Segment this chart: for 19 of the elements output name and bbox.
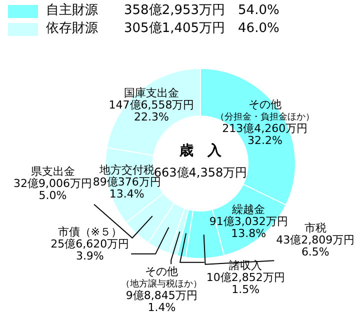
text: 依存財源 305億1,405万円 46.0% [46,20,280,38]
text: 自主財源 358億2,953万円 54.0% [46,2,280,20]
slice-label: 市税 [304,221,326,234]
slice-label: その他（地方譲与税ほか） [121,264,202,290]
data-label: 10億2,852万円 1.5% [206,270,285,296]
slice-label: 県支出金 [30,165,75,178]
slice-label: 諸収入 [229,258,262,272]
data-label: 213億4,260万円 32.2% [222,122,308,148]
slice-label: 地方交付税 [98,163,154,176]
slice-label: 市債（※５） [58,225,122,238]
data-label: 9億8,845万円 1.4% [126,288,198,314]
data-label: 43億2,809万円 6.5% [276,233,355,258]
data-label: 32億9,006万円 5.0% [14,177,92,202]
slice-label: 国庫支出金 [124,86,180,100]
data-label: 147億6,558万円 22.3% [108,98,194,124]
slice-label: 繰越金 [231,203,266,216]
slice-label: その他（分担金・負担金ほか） [215,98,314,123]
data-label: 25億6,620万円 3.9% [50,237,130,262]
text: 歳 入 [178,143,222,160]
